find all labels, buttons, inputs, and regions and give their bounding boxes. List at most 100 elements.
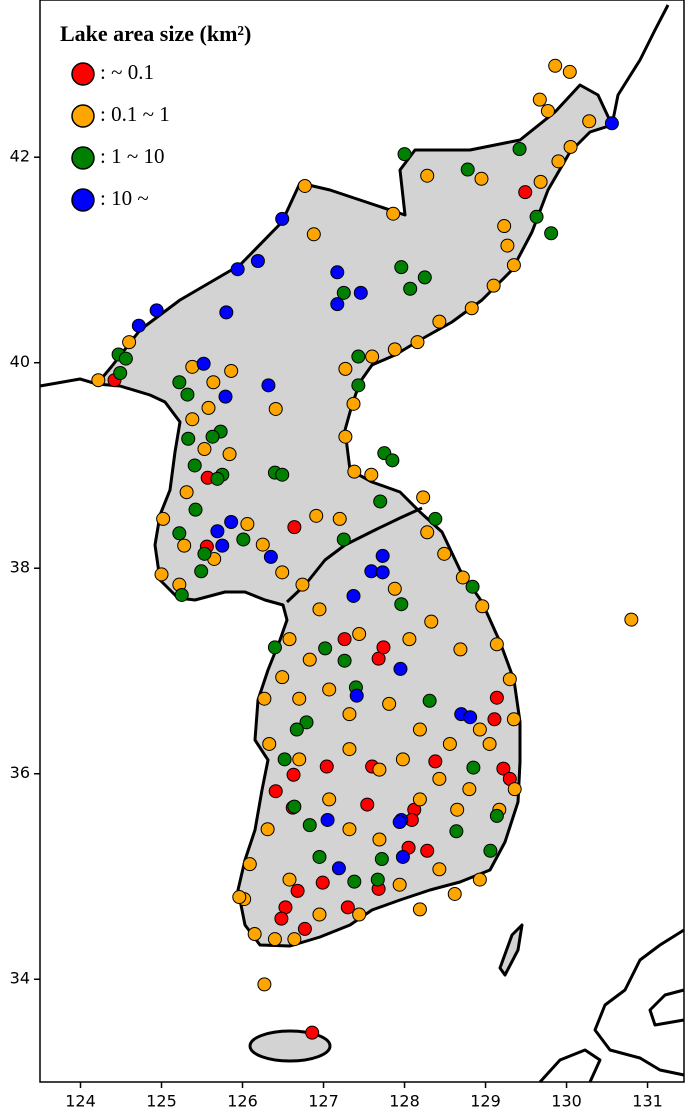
lake-point	[489, 808, 504, 823]
lake-point	[156, 511, 171, 526]
lake-point	[289, 722, 304, 737]
lake-point	[206, 375, 221, 390]
lake-point	[306, 227, 321, 242]
lake-point	[416, 490, 431, 505]
lake-point	[330, 297, 345, 312]
lake-point	[394, 597, 409, 612]
lake-point	[349, 688, 364, 703]
lake-point	[533, 174, 548, 189]
lake-point	[417, 270, 432, 285]
lake-point	[395, 849, 410, 864]
lake-point	[201, 400, 216, 415]
y-tick-label: 38	[10, 558, 30, 577]
lake-point	[172, 375, 187, 390]
lake-point	[372, 832, 387, 847]
lake-point	[287, 520, 302, 535]
lake-point	[188, 502, 203, 517]
lake-point	[442, 736, 457, 751]
lake-point	[247, 927, 262, 942]
x-tick-label: 131	[632, 1092, 663, 1111]
lake-point	[250, 253, 265, 268]
lake-point	[232, 890, 247, 905]
lake-point	[113, 365, 128, 380]
lake-point	[373, 494, 388, 509]
legend-label: : 0.1 ~ 1	[100, 102, 170, 126]
lake-point	[453, 642, 468, 657]
lake-point	[319, 759, 334, 774]
lake-point	[240, 517, 255, 532]
lake-point	[320, 812, 335, 827]
lake-point	[268, 401, 283, 416]
x-tick-label: 126	[227, 1092, 258, 1111]
lake-point	[331, 861, 346, 876]
lake-point	[277, 752, 292, 767]
lake-point	[91, 373, 106, 388]
lake-point	[181, 431, 196, 446]
lake-point	[287, 799, 302, 814]
lake-point	[262, 736, 277, 751]
lake-point	[353, 285, 368, 300]
lake-point	[322, 792, 337, 807]
lake-point	[447, 886, 462, 901]
lake-point	[336, 532, 351, 547]
lake-point	[295, 577, 310, 592]
lake-point	[222, 447, 237, 462]
lake-point	[412, 792, 427, 807]
lake-point	[460, 162, 475, 177]
lake-point	[376, 640, 391, 655]
lake-point	[302, 652, 317, 667]
lake-point	[604, 116, 619, 131]
lake-point	[267, 640, 282, 655]
lake-point	[365, 349, 380, 364]
lake-point	[466, 760, 481, 775]
lake-point	[544, 226, 559, 241]
axes: 124 125 126 127 128 129 130 131 34 36 38 40 42	[10, 147, 663, 1111]
x-tick-label: 130	[551, 1092, 582, 1111]
lake-point	[149, 303, 164, 318]
lake-point	[242, 857, 257, 872]
lake-point	[387, 581, 402, 596]
japan-coast	[538, 1048, 602, 1084]
lake-point	[507, 782, 522, 797]
border-line	[39, 377, 98, 388]
lake-point	[386, 206, 401, 221]
lake-point	[532, 92, 547, 107]
lake-point	[472, 722, 487, 737]
lake-point	[274, 911, 289, 926]
lake-point	[180, 387, 195, 402]
lake-point	[347, 464, 362, 479]
lake-point	[174, 587, 189, 602]
lake-point	[312, 907, 327, 922]
lake-point	[338, 361, 353, 376]
lake-point	[482, 736, 497, 751]
lake-point	[486, 278, 501, 293]
lake-point	[224, 514, 239, 529]
lake-point	[260, 822, 275, 837]
lake-point	[263, 549, 278, 564]
lake-point	[393, 661, 408, 676]
lake-point	[282, 632, 297, 647]
lake-point	[412, 722, 427, 737]
lake-point	[337, 653, 352, 668]
lake-point	[562, 64, 577, 79]
japan-coast	[593, 928, 685, 1077]
x-tick-label: 124	[65, 1092, 96, 1111]
lake-point	[131, 318, 146, 333]
lake-point	[312, 849, 327, 864]
lake-point	[268, 784, 283, 799]
lake-point	[506, 258, 521, 273]
lake-point	[403, 281, 418, 296]
lake-point	[422, 693, 437, 708]
lake-point	[352, 907, 367, 922]
lake-point	[472, 872, 487, 887]
lake-point	[347, 874, 362, 889]
x-tick-label: 129	[470, 1092, 501, 1111]
lake-point	[297, 921, 312, 936]
lake-point	[185, 412, 200, 427]
lake-point	[420, 843, 435, 858]
lake-point	[394, 260, 409, 275]
lake-point	[194, 564, 209, 579]
lake-point	[346, 396, 361, 411]
lake-point	[402, 632, 417, 647]
